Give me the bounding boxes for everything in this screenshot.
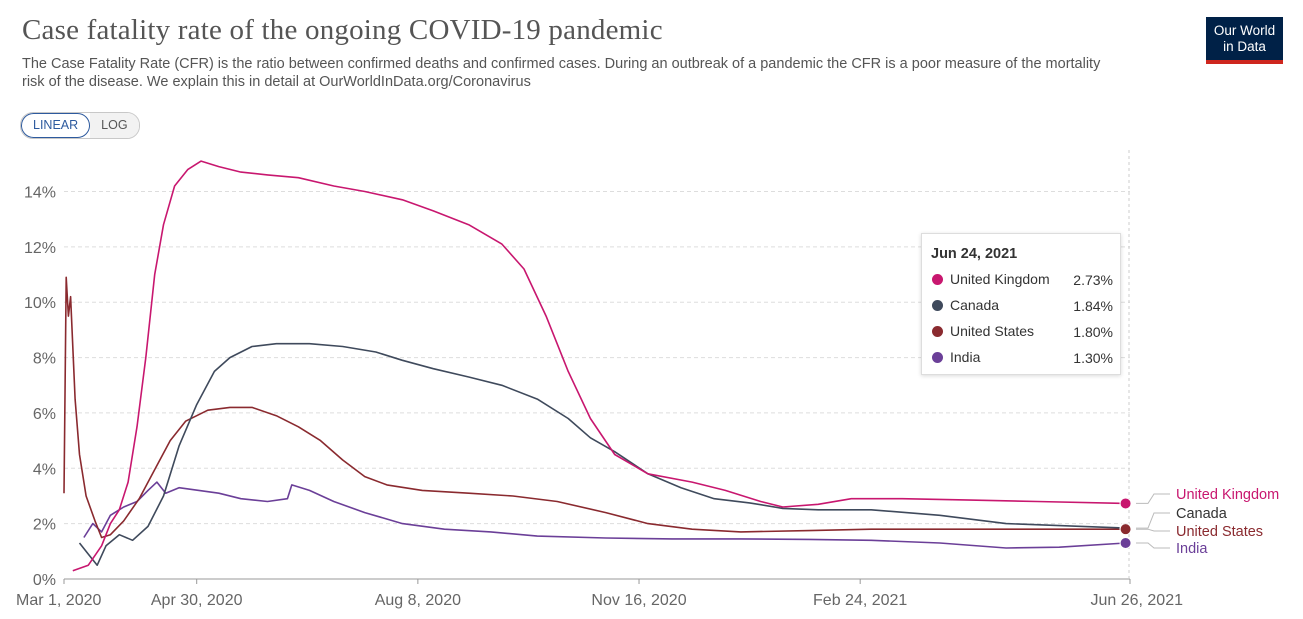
scale-toggle: LINEAR LOG [20, 112, 140, 139]
x-axis-ticks: Mar 1, 2020 Apr 30, 2020 Aug 8, 2020 Nov 16… [16, 579, 1183, 609]
legend-dot [932, 352, 943, 363]
linear-scale-button[interactable]: LINEAR [21, 113, 91, 138]
series-line [78, 342, 1126, 566]
y-tick-label: 0% [33, 572, 56, 589]
label-leader-line [1136, 493, 1170, 504]
y-tick-label: 2% [33, 517, 56, 534]
y-tick-label: 4% [33, 461, 56, 478]
series-line [63, 276, 1126, 539]
owid-logo[interactable]: Our World in Data [1206, 17, 1283, 64]
series-end-label: Canada [1176, 506, 1228, 522]
log-scale-button[interactable]: LOG [90, 113, 139, 138]
x-tick-label: Feb 24, 2021 [813, 592, 907, 609]
y-tick-label: 12% [24, 240, 56, 257]
x-tick-label: Nov 16, 2020 [591, 592, 686, 609]
series-line [83, 481, 1126, 549]
gridlines [64, 150, 1130, 580]
series-end-label: India [1176, 541, 1208, 557]
label-leader-line [1136, 512, 1170, 529]
y-tick-label: 10% [24, 295, 56, 312]
tooltip-row: United Kingdom 2.73% [931, 270, 1113, 290]
series-lines [63, 160, 1132, 572]
tooltip-series-value: 1.84% [1073, 298, 1113, 314]
tooltip-row: India 1.30% [931, 348, 1113, 368]
series-end-label: United States [1176, 524, 1263, 540]
end-point [1119, 523, 1132, 536]
chart-subtitle: The Case Fatality Rate (CFR) is the rati… [22, 56, 1101, 90]
chart-title: Case fatality rate of the ongoing COVID-… [22, 14, 663, 46]
x-tick-label: Apr 30, 2020 [151, 592, 243, 609]
x-tick-label: Jun 26, 2021 [1090, 592, 1183, 609]
series-end-label: United Kingdom [1176, 487, 1279, 503]
x-tick-label: Mar 1, 2020 [16, 592, 101, 609]
x-tick-label: Aug 8, 2020 [375, 592, 461, 609]
label-leader-line [1136, 542, 1170, 549]
series-line [72, 160, 1126, 572]
label-leader-line [1136, 528, 1170, 532]
logo-line-1: Our World [1213, 23, 1276, 38]
tooltip-series-value: 2.73% [1073, 272, 1113, 288]
tooltip-row: United States 1.80% [931, 322, 1113, 342]
tooltip-row: Canada 1.84% [931, 296, 1113, 316]
y-tick-label: 8% [33, 351, 56, 368]
end-point [1119, 497, 1132, 510]
tooltip-series-name: United Kingdom [950, 271, 1050, 287]
y-tick-label: 6% [33, 406, 56, 423]
legend-dot [932, 300, 943, 311]
logo-line-2: in Data [1223, 39, 1266, 54]
y-tick-label: 14% [24, 185, 56, 202]
y-axis-ticks: 0% 2% 4% 6% 8% 10% 12% 14% [24, 185, 56, 589]
end-point [1119, 537, 1132, 550]
legend-dot [932, 326, 943, 337]
tooltip-series-name: India [950, 349, 981, 365]
legend-dot [932, 274, 943, 285]
tooltip-series-name: United States [950, 323, 1035, 339]
tooltip-date: Jun 24, 2021 [931, 246, 1018, 262]
hover-tooltip: Jun 24, 2021 United Kingdom 2.73% Canada… [921, 233, 1121, 375]
tooltip-series-name: Canada [950, 297, 1000, 313]
tooltip-series-value: 1.80% [1073, 324, 1113, 340]
tooltip-series-value: 1.30% [1073, 350, 1113, 366]
